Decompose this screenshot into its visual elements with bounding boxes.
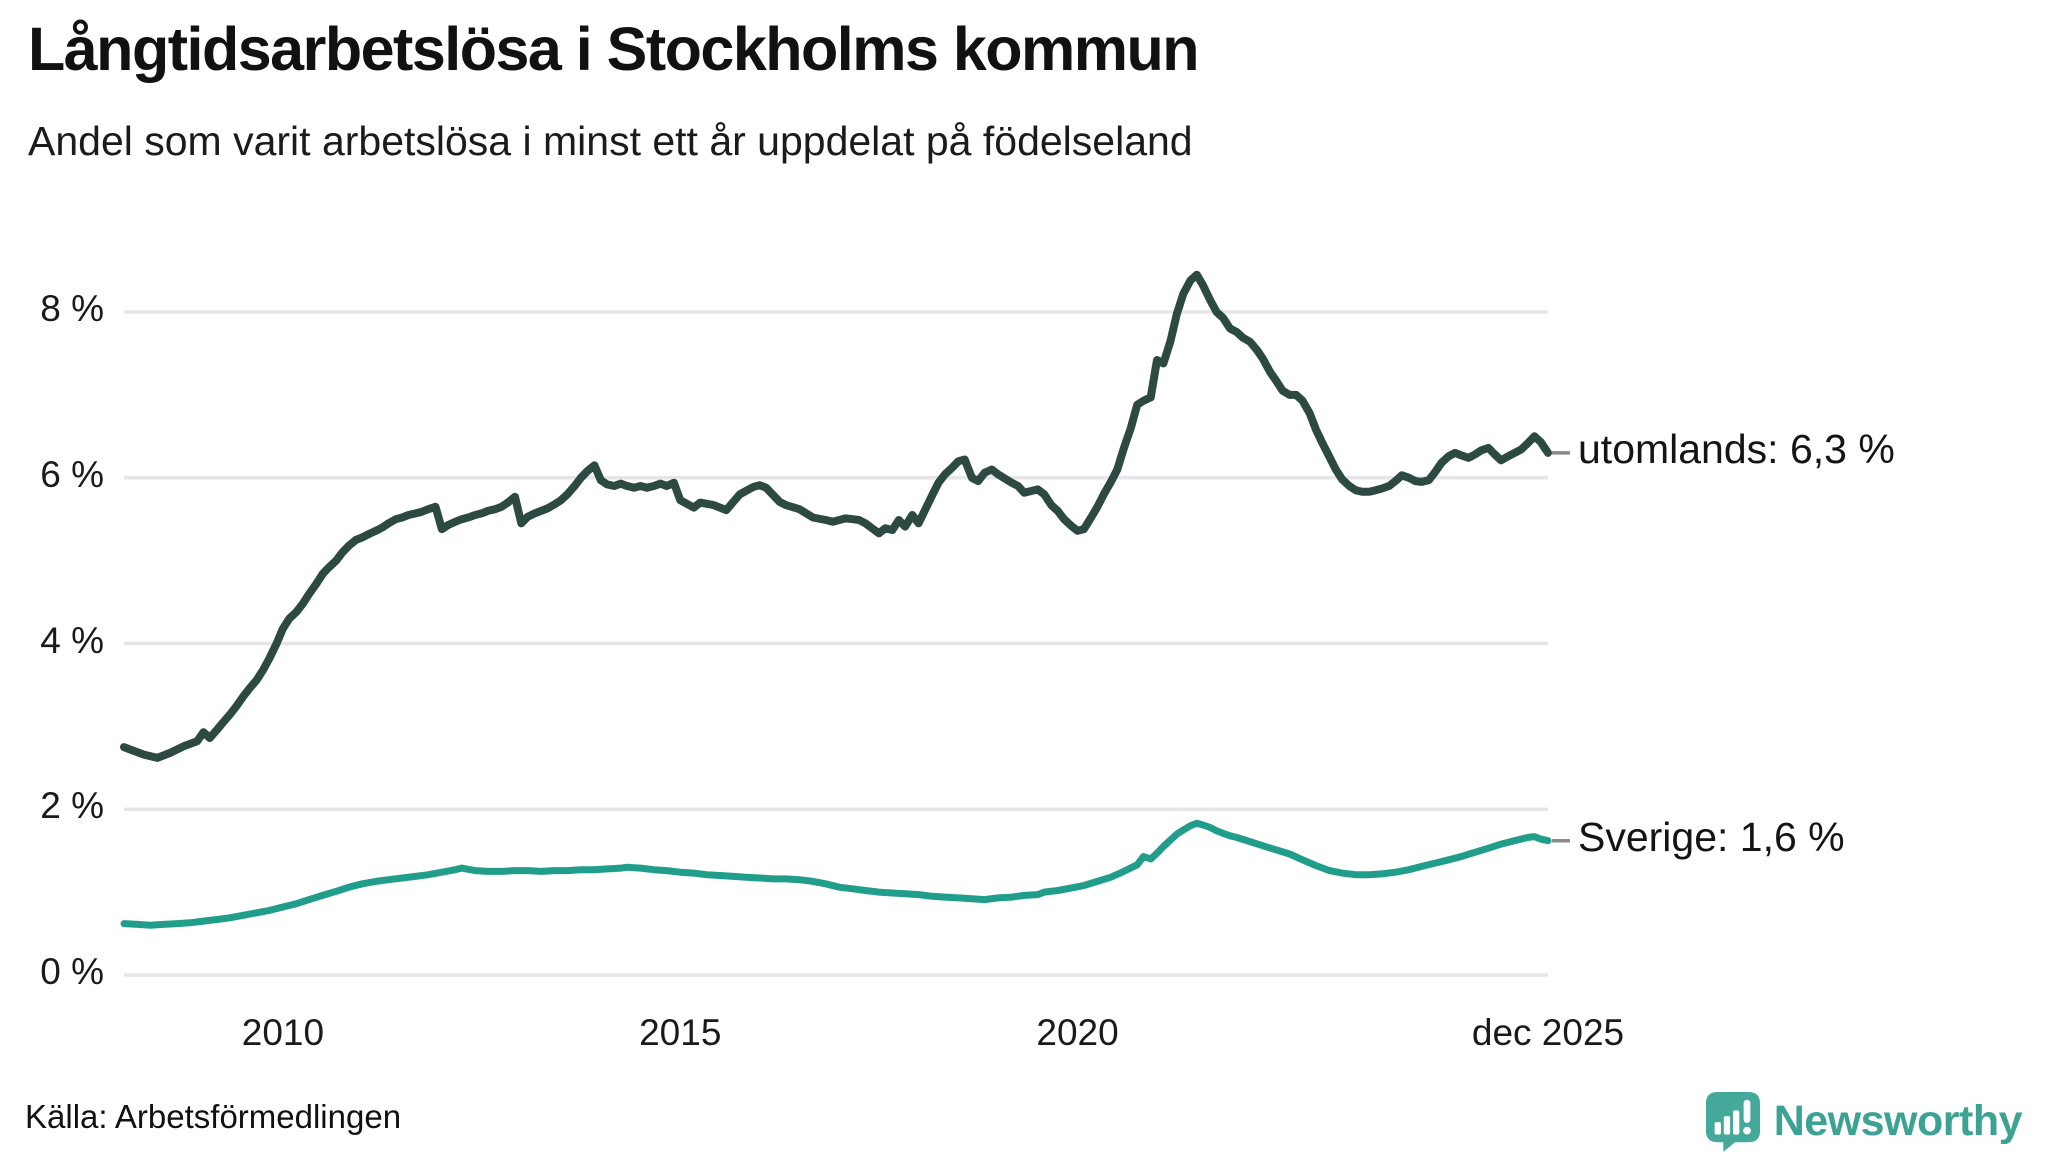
source-note: Källa: Arbetsförmedlingen bbox=[25, 1098, 402, 1135]
bar-1 bbox=[1714, 1121, 1721, 1135]
exclamation-stem bbox=[1743, 1099, 1751, 1123]
newsworthy-logo-text: Newsworthy bbox=[1773, 1096, 2023, 1145]
x-tick-label: 2015 bbox=[639, 1012, 722, 1053]
page-title: Långtidsarbetslösa i Stockholms kommun bbox=[28, 15, 1200, 83]
x-tick-label: dec 2025 bbox=[1471, 1012, 1625, 1053]
y-tick-label: 2 % bbox=[40, 785, 104, 827]
exclamation-dot bbox=[1742, 1126, 1751, 1135]
y-tick-label: 8 % bbox=[40, 288, 104, 329]
y-tick-label: 6 % bbox=[40, 453, 104, 495]
x-tick-label: 2010 bbox=[241, 1012, 325, 1053]
end-label-Sverige: Sverige: 1,6 % bbox=[1578, 813, 1845, 860]
y-tick-label: 4 % bbox=[40, 619, 104, 661]
newsworthy-logo: Newsworthy bbox=[1704, 1090, 2023, 1152]
bar-2 bbox=[1723, 1116, 1730, 1135]
x-tick-label: 2020 bbox=[1036, 1012, 1119, 1053]
y-tick-label: 0 % bbox=[40, 951, 104, 992]
chart-subtitle: Andel som varit arbetslösa i minst ett å… bbox=[28, 118, 1193, 164]
end-label-utomlands: utomlands: 6,3 % bbox=[1578, 425, 1895, 472]
newsworthy-bubble-chart-icon bbox=[1705, 1092, 1760, 1152]
bar-3 bbox=[1732, 1110, 1740, 1135]
line-utomlands bbox=[120, 270, 1552, 762]
line-Sverige bbox=[120, 819, 1552, 929]
